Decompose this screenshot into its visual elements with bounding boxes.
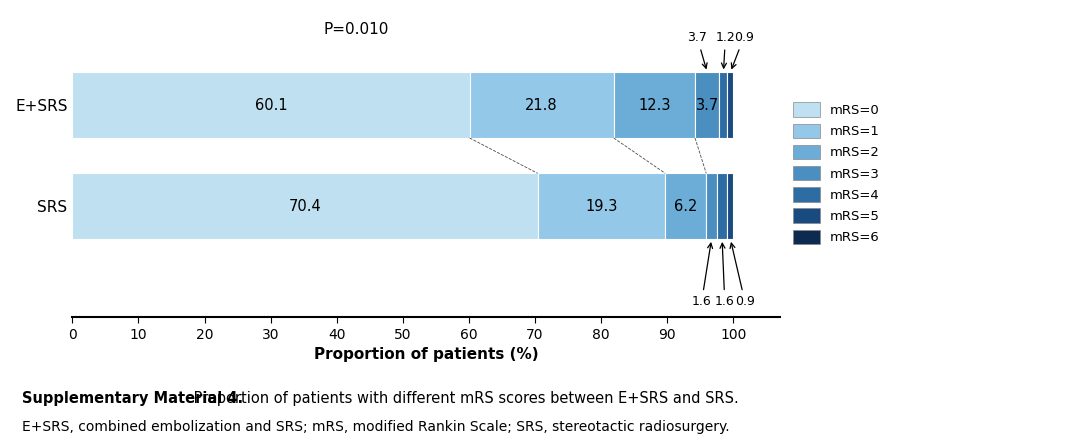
Text: 70.4: 70.4 — [288, 199, 322, 214]
Text: E+SRS, combined embolization and SRS; mRS, modified Rankin Scale; SRS, stereotac: E+SRS, combined embolization and SRS; mR… — [22, 420, 729, 434]
Legend: mRS=0, mRS=1, mRS=2, mRS=3, mRS=4, mRS=5, mRS=6: mRS=0, mRS=1, mRS=2, mRS=3, mRS=4, mRS=5… — [794, 103, 880, 244]
Bar — [728, 72, 733, 138]
Bar — [717, 173, 728, 239]
Bar — [72, 72, 470, 138]
Text: P=0.010: P=0.010 — [324, 22, 389, 37]
Bar — [72, 173, 538, 239]
Text: 60.1: 60.1 — [255, 98, 287, 113]
Bar — [696, 72, 719, 138]
Text: 21.8: 21.8 — [525, 98, 558, 113]
Bar — [470, 72, 613, 138]
Bar — [538, 173, 665, 239]
Text: 0.9: 0.9 — [730, 243, 755, 308]
Text: 3.7: 3.7 — [696, 98, 719, 113]
Bar — [728, 173, 733, 239]
X-axis label: Proportion of patients (%): Proportion of patients (%) — [313, 347, 538, 362]
Text: 3.7: 3.7 — [687, 32, 707, 68]
Text: 19.3: 19.3 — [585, 199, 618, 214]
Text: 0.9: 0.9 — [731, 32, 754, 68]
Bar — [665, 173, 706, 239]
Bar — [719, 72, 728, 138]
Text: 1.2: 1.2 — [716, 32, 735, 68]
Bar — [706, 173, 717, 239]
Bar — [613, 72, 696, 138]
Text: 1.6: 1.6 — [715, 243, 734, 308]
Text: 12.3: 12.3 — [638, 98, 671, 113]
Text: 6.2: 6.2 — [674, 199, 698, 214]
Text: Supplementary Material 4.: Supplementary Material 4. — [22, 391, 243, 406]
Text: Proportion of patients with different mRS scores between E+SRS and SRS.: Proportion of patients with different mR… — [189, 391, 739, 406]
Text: 1.6: 1.6 — [692, 243, 713, 308]
